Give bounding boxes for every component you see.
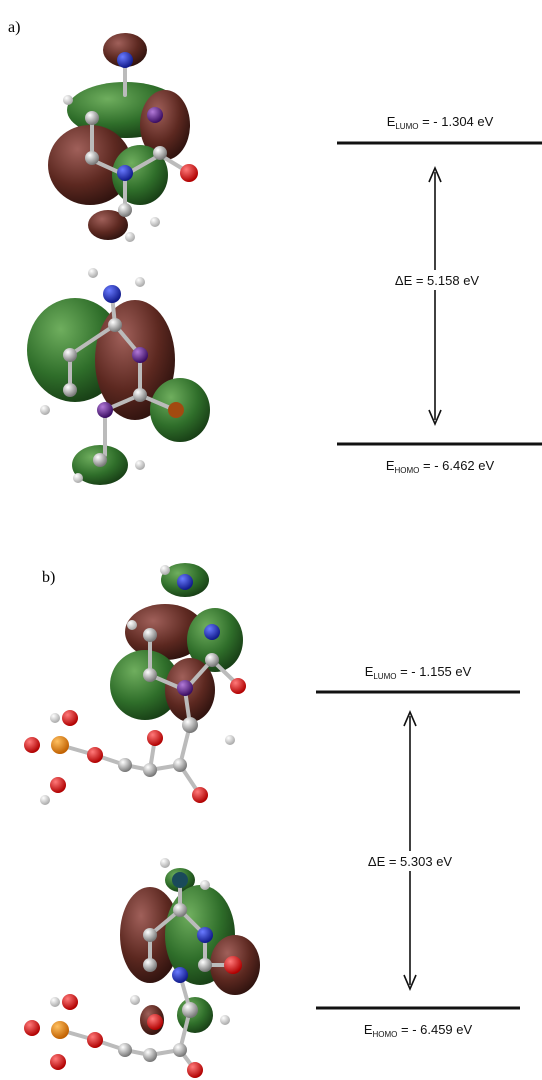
homo-energy: EHOMO = - 6.459 eV bbox=[364, 1022, 473, 1039]
homo-orbital-b bbox=[24, 858, 260, 1078]
gap-energy: ΔE = 5.303 eV bbox=[368, 854, 453, 869]
lumo-energy: ELUMO = - 1.155 eV bbox=[365, 664, 472, 681]
gap-energy: ΔE = 5.158 eV bbox=[395, 273, 480, 288]
lumo-orbital-a bbox=[48, 33, 198, 242]
figure: a) ELUMO = - 1.304 eV ΔE = 5.158 eV EHOM… bbox=[0, 0, 542, 1080]
panel-label: a) bbox=[8, 19, 20, 36]
homo-energy: EHOMO = - 6.462 eV bbox=[386, 458, 495, 475]
homo-orbital-a bbox=[27, 268, 210, 485]
lumo-energy: ELUMO = - 1.304 eV bbox=[387, 114, 494, 131]
panel-label: b) bbox=[42, 569, 55, 586]
lumo-orbital-b bbox=[24, 563, 246, 805]
